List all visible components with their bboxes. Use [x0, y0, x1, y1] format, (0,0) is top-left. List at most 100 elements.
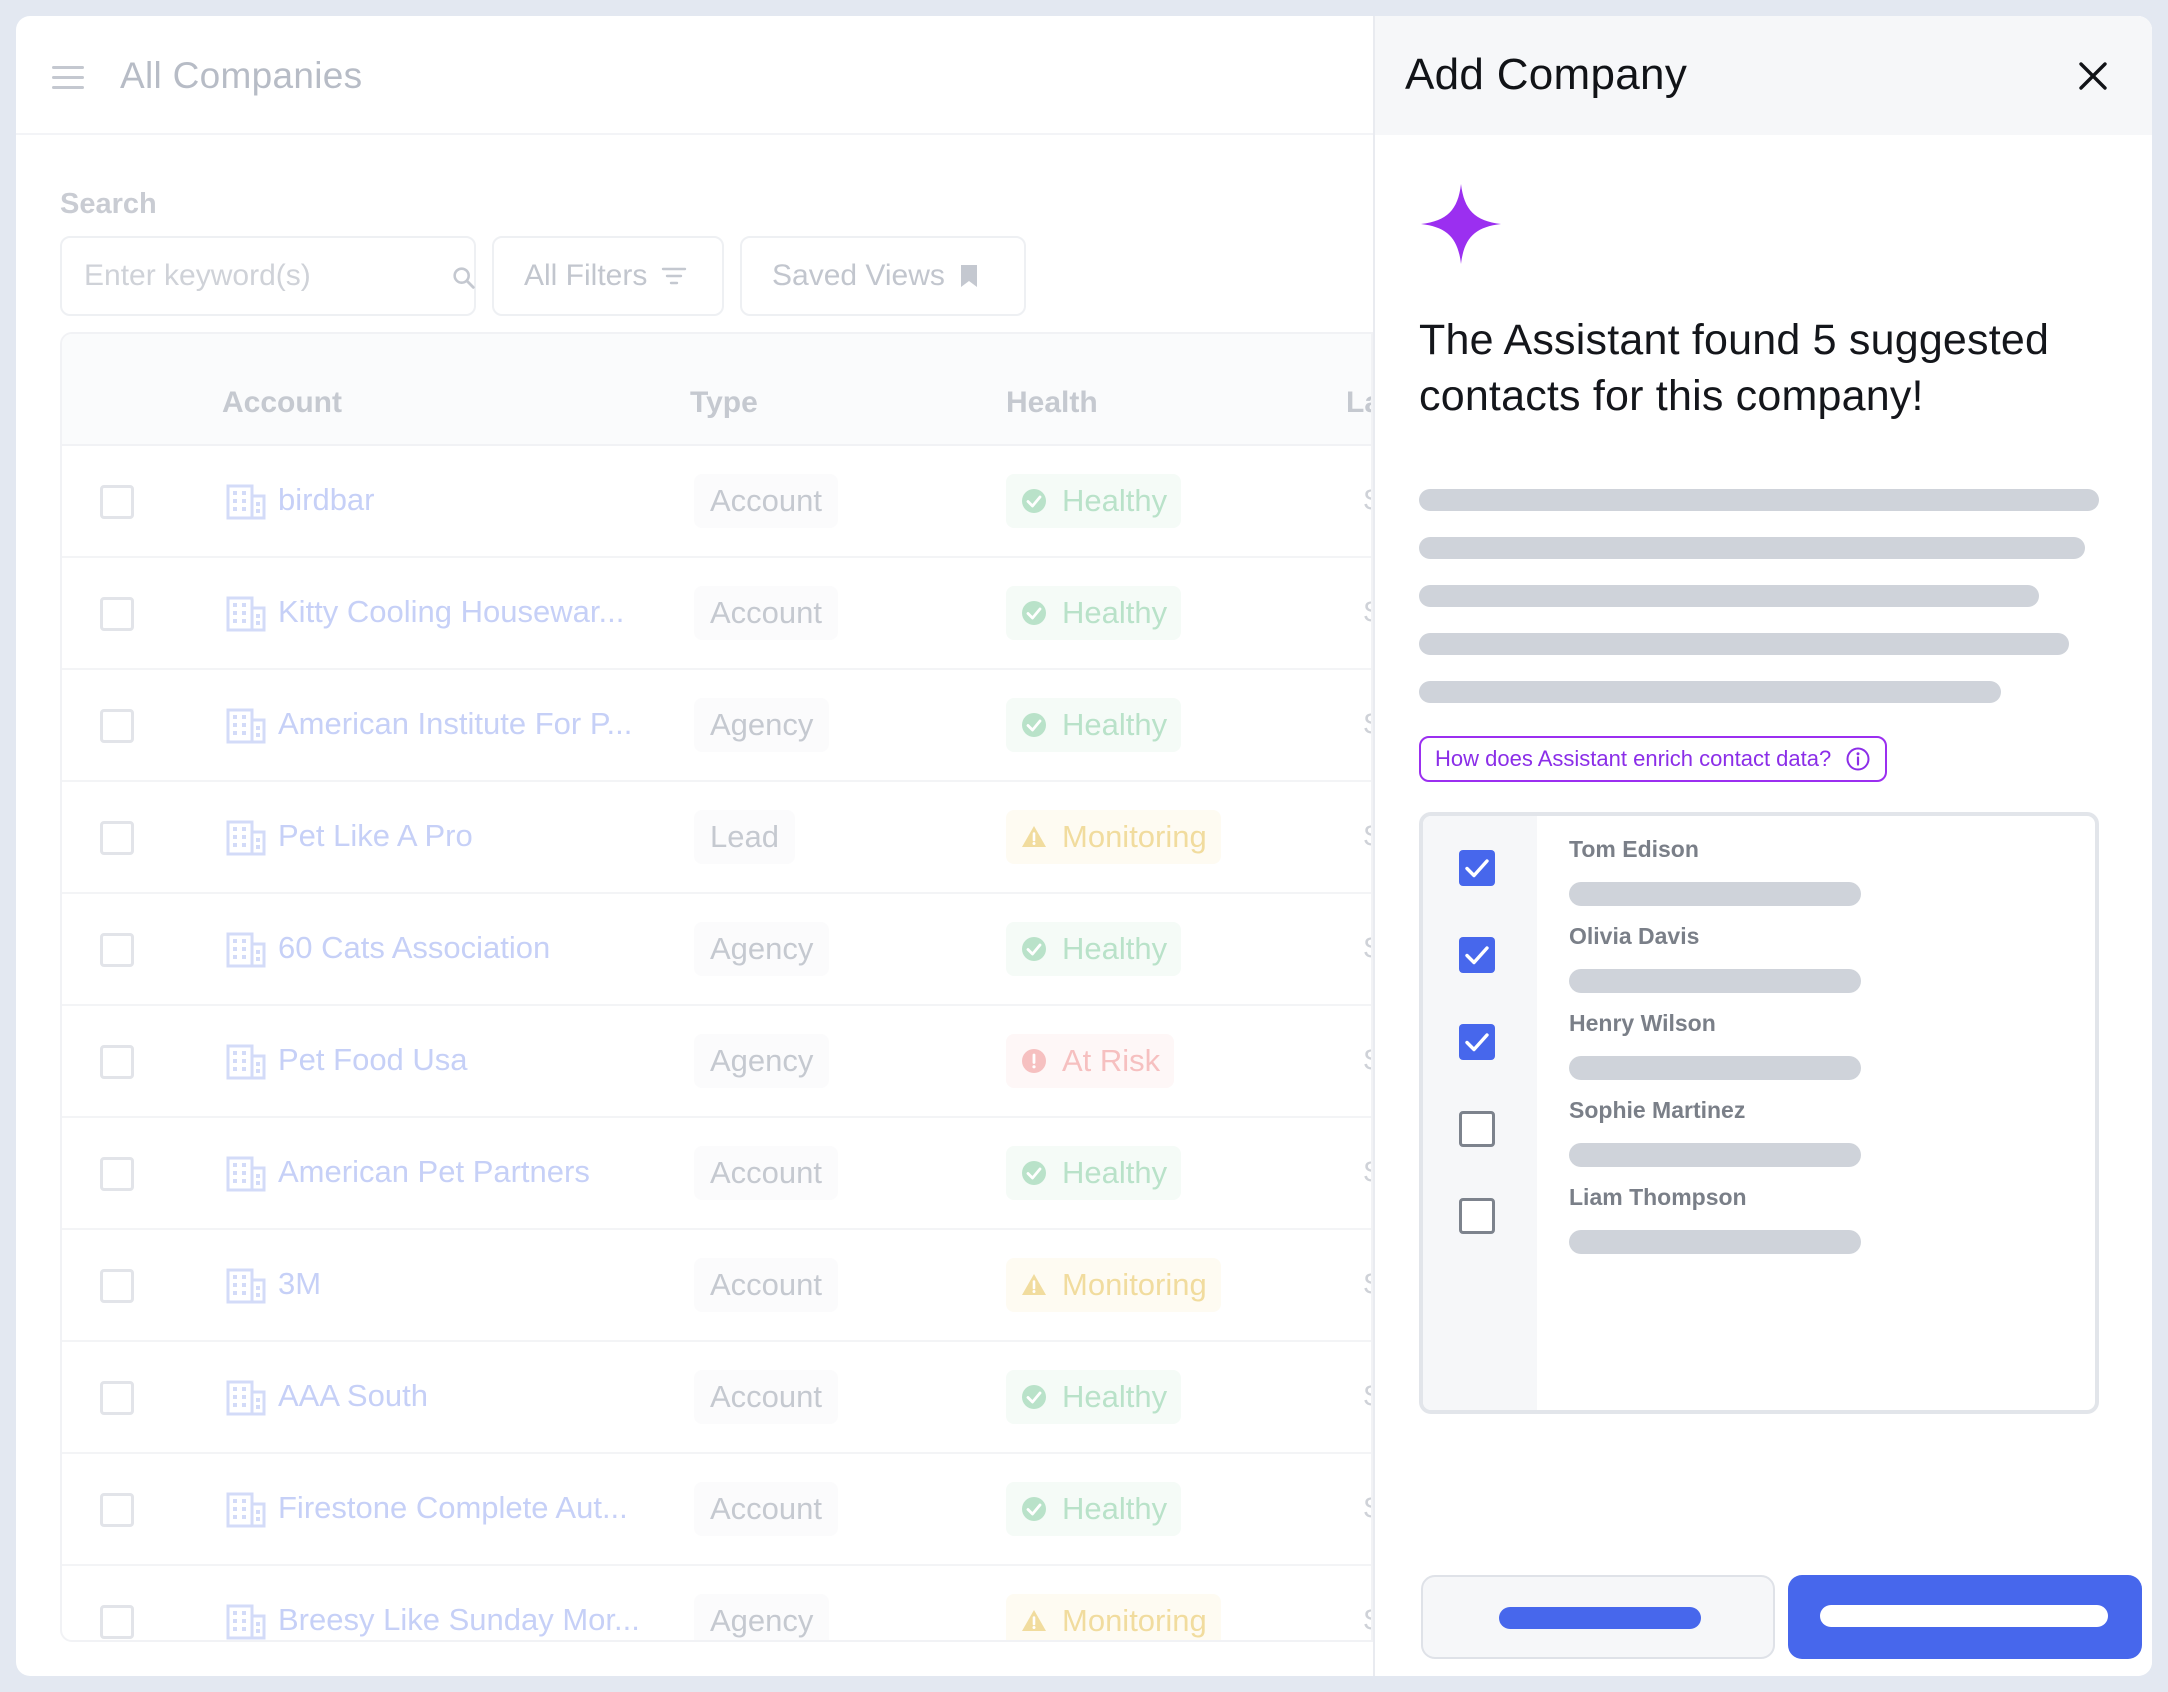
row-checkbox[interactable] [100, 1045, 134, 1079]
account-name-link[interactable]: 3M [278, 1266, 322, 1301]
building-icon [226, 1604, 266, 1640]
check-circle-icon [1022, 601, 1046, 625]
contact-detail-skeleton [1569, 969, 1861, 993]
summary-skeleton-line [1419, 633, 2069, 655]
search-box [60, 236, 476, 316]
close-icon[interactable] [2075, 58, 2111, 94]
health-label: Healthy [1062, 1155, 1168, 1190]
check-circle-icon [1022, 1497, 1046, 1521]
table-row[interactable]: 3M Account Monitoring $4 [62, 1230, 1371, 1342]
column-header-last[interactable]: Las [1346, 386, 1371, 419]
contact-name: Sophie Martinez [1569, 1097, 1746, 1123]
type-badge: Account [694, 1482, 839, 1536]
account-name-link[interactable]: Firestone Complete Aut... [278, 1490, 628, 1525]
building-icon [226, 1044, 266, 1080]
enrich-info-label: How does Assistant enrich contact data? [1435, 746, 1832, 771]
account-name-link[interactable]: American Pet Partners [278, 1154, 590, 1189]
row-checkbox[interactable] [100, 1493, 134, 1527]
building-icon [226, 820, 266, 856]
contact-name: Olivia Davis [1569, 923, 1700, 949]
table-row[interactable]: Pet Like A Pro Lead Monitoring $4 [62, 782, 1371, 894]
row-checkbox[interactable] [100, 933, 134, 967]
search-input[interactable] [84, 256, 384, 296]
account-name-link[interactable]: Pet Like A Pro [278, 818, 473, 853]
all-filters-button[interactable]: All Filters [492, 236, 724, 316]
table-row[interactable]: Firestone Complete Aut... Account Healthy $… [62, 1454, 1371, 1566]
contact-row[interactable]: Olivia Davis [1423, 903, 2095, 1023]
row-checkbox[interactable] [100, 1269, 134, 1303]
table-row[interactable]: American Pet Partners Account Healthy $4 [62, 1118, 1371, 1230]
account-name-link[interactable]: Breesy Like Sunday Mor... [278, 1602, 640, 1637]
panel-title: Add Company [1405, 50, 1688, 99]
account-name-link[interactable]: 60 Cats Association [278, 930, 551, 965]
contact-checkbox[interactable] [1459, 1024, 1495, 1060]
account-name-link[interactable]: AAA South [278, 1378, 428, 1413]
health-label: At Risk [1062, 1043, 1161, 1078]
suggested-contacts-list: Tom Edison Olivia Davis Henry Wilson Sophie… [1419, 812, 2099, 1414]
account-name-link[interactable]: birdbar [278, 482, 375, 517]
table-row[interactable]: American Institute For P... Agency Healthy… [62, 670, 1371, 782]
secondary-button[interactable] [1421, 1575, 1775, 1659]
account-name-link[interactable]: Pet Food Usa [278, 1042, 468, 1077]
type-badge: Agency [694, 1594, 830, 1640]
contact-checkbox[interactable] [1459, 1198, 1495, 1234]
hamburger-icon[interactable] [52, 66, 84, 89]
type-badge: Account [694, 1370, 839, 1424]
type-badge: Agency [694, 698, 830, 752]
sparkle-icon [1421, 184, 1501, 264]
primary-button[interactable] [1788, 1575, 2142, 1659]
row-checkbox[interactable] [100, 821, 134, 855]
type-badge: Agency [694, 922, 830, 976]
table-row[interactable]: Pet Food Usa Agency At Risk $4 [62, 1006, 1371, 1118]
checkmark-icon [1465, 946, 1489, 965]
last-value: $3 [1364, 482, 1371, 518]
contact-row[interactable]: Tom Edison [1423, 816, 2095, 936]
alert-circle-icon [1022, 1049, 1046, 1073]
row-checkbox[interactable] [100, 485, 134, 519]
row-checkbox[interactable] [100, 597, 134, 631]
health-badge: At Risk [1006, 1034, 1175, 1088]
last-value: $4 [1364, 1266, 1371, 1302]
table-row[interactable]: AAA South Account Healthy $4 [62, 1342, 1371, 1454]
column-header-type[interactable]: Type [690, 386, 758, 419]
table-row[interactable]: Breesy Like Sunday Mor... Agency Monitorin… [62, 1566, 1371, 1640]
type-badge: Account [694, 474, 839, 528]
all-filters-label: All Filters [524, 259, 648, 292]
health-badge: Healthy [1006, 474, 1182, 528]
row-checkbox[interactable] [100, 1157, 134, 1191]
contact-detail-skeleton [1569, 882, 1861, 906]
account-name-link[interactable]: Kitty Cooling Housewar... [278, 594, 625, 629]
health-label: Healthy [1062, 1379, 1168, 1414]
filter-icon [662, 267, 687, 285]
row-checkbox[interactable] [100, 1605, 134, 1639]
row-checkbox[interactable] [100, 1381, 134, 1415]
last-value: $4 [1364, 1378, 1371, 1414]
contact-row[interactable]: Henry Wilson [1423, 990, 2095, 1110]
table-row[interactable]: Kitty Cooling Housewar... Account Healthy $… [62, 558, 1371, 670]
building-icon [226, 1380, 266, 1416]
type-badge: Agency [694, 1034, 830, 1088]
row-checkbox[interactable] [100, 709, 134, 743]
health-label: Monitoring [1062, 1267, 1207, 1302]
contact-row[interactable]: Sophie Martinez [1423, 1077, 2095, 1197]
building-icon [226, 484, 266, 520]
contact-checkbox[interactable] [1459, 1111, 1495, 1147]
contact-checkbox[interactable] [1459, 850, 1495, 886]
contact-row[interactable]: Liam Thompson [1423, 1164, 2095, 1284]
health-badge: Monitoring [1006, 810, 1221, 864]
saved-views-label: Saved Views [772, 259, 945, 292]
app-window: All Companies Search All Filters Saved V… [16, 16, 2152, 1676]
enrich-info-link[interactable]: How does Assistant enrich contact data? [1419, 736, 1888, 782]
contact-checkbox[interactable] [1459, 937, 1495, 973]
table-row[interactable]: birdbar Account Healthy $3 [62, 446, 1371, 558]
column-header-health[interactable]: Health [1006, 386, 1098, 419]
saved-views-button[interactable]: Saved Views [740, 236, 1026, 316]
search-icon[interactable] [450, 264, 478, 292]
search-label: Search [60, 188, 157, 220]
bookmark-icon [960, 265, 977, 287]
table-row[interactable]: 60 Cats Association Agency Healthy $4 [62, 894, 1371, 1006]
account-name-link[interactable]: American Institute For P... [278, 706, 633, 741]
last-value: $4 [1364, 1602, 1371, 1638]
column-header-account[interactable]: Account [222, 386, 342, 419]
companies-view: All Companies Search All Filters Saved V… [16, 16, 1373, 1676]
